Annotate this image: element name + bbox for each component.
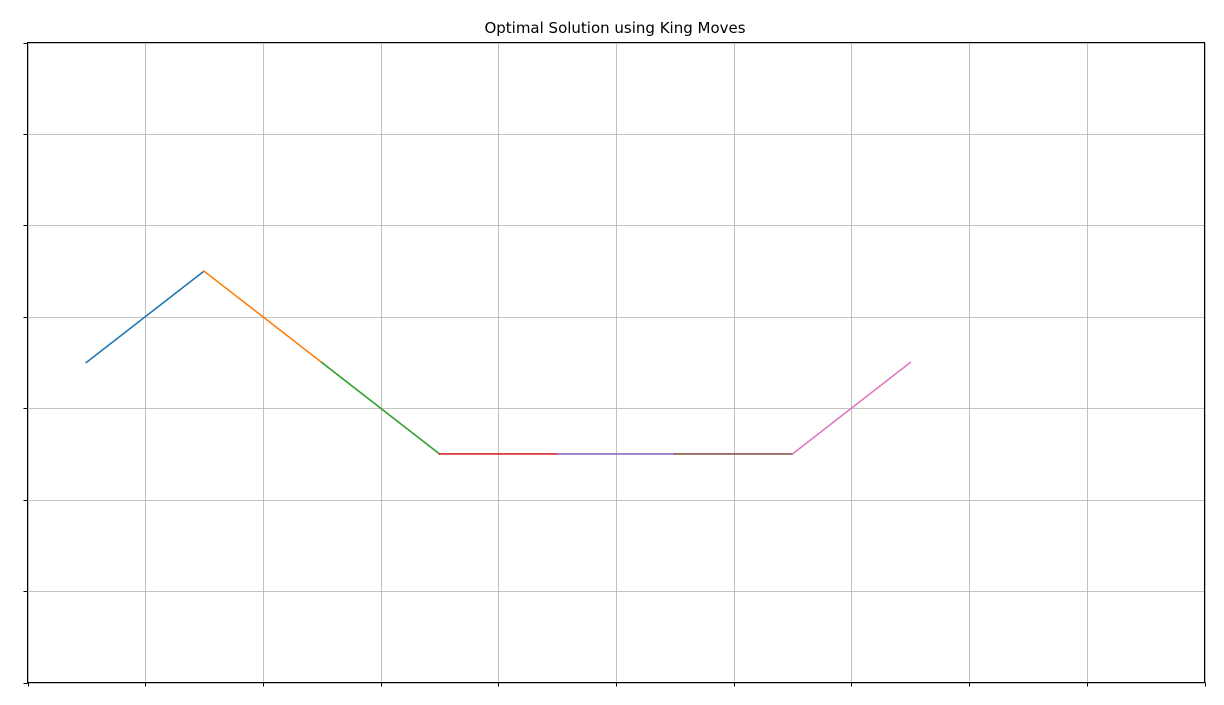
plot-frame [27,42,1205,683]
series-line-7 [791,361,912,456]
series-line-1 [85,269,206,364]
grid [27,42,1206,684]
series-line-3 [320,361,441,456]
series-line-2 [202,269,323,364]
chart-title: Optimal Solution using King Moves [484,19,745,37]
series-layer [85,269,912,456]
ticks [23,43,1206,687]
